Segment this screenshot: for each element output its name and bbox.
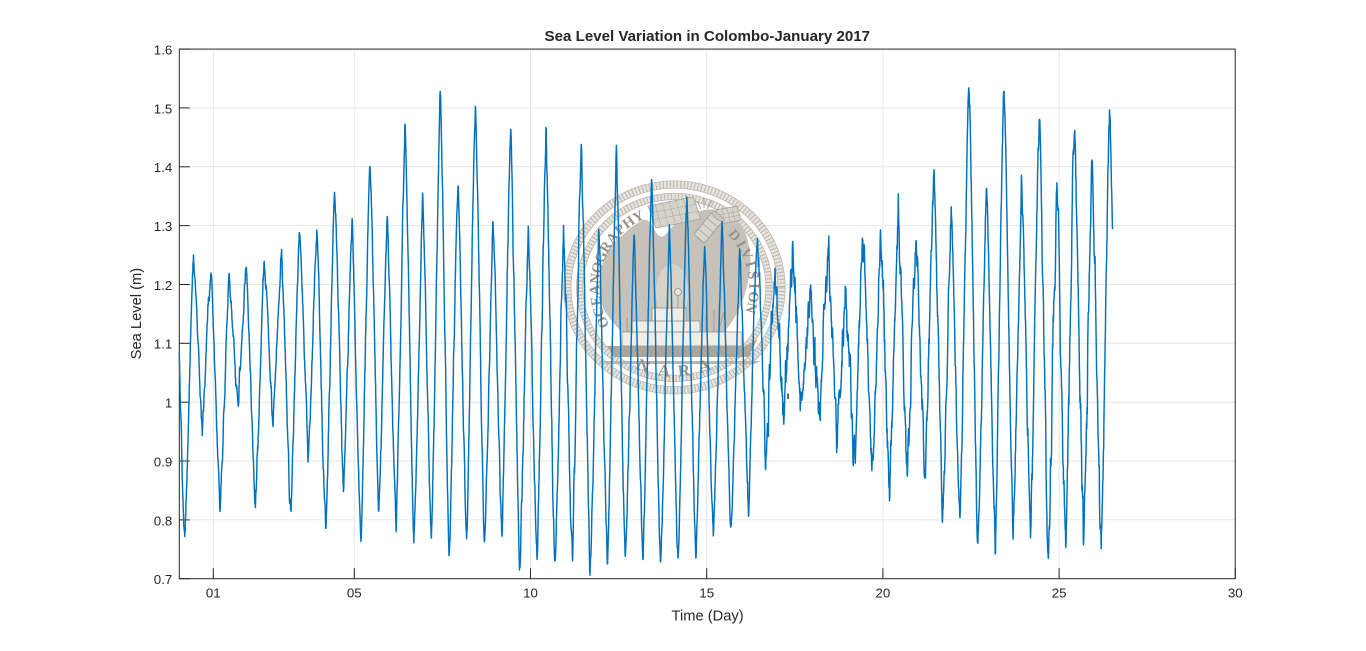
svg-text:0.8: 0.8 (154, 513, 173, 528)
svg-text:Sea Level Variation in Colombo: Sea Level Variation in Colombo-January 2… (545, 28, 870, 45)
svg-text:1.2: 1.2 (154, 278, 173, 293)
svg-text:G: G (592, 249, 611, 266)
svg-text:Time (Day): Time (Day) (672, 609, 744, 625)
svg-text:1.6: 1.6 (154, 43, 173, 58)
svg-text:S: S (744, 270, 761, 280)
svg-text:1.3: 1.3 (154, 219, 173, 234)
svg-text:R: R (677, 360, 692, 380)
svg-text:25: 25 (1052, 586, 1067, 601)
svg-text:1.1: 1.1 (154, 337, 173, 352)
svg-text:05: 05 (347, 586, 362, 601)
svg-text:0.9: 0.9 (154, 454, 173, 469)
svg-text:I: I (741, 259, 758, 269)
svg-text:0.7: 0.7 (154, 572, 173, 587)
svg-text:01: 01 (206, 586, 221, 601)
svg-text:O: O (744, 290, 761, 303)
svg-text:Sea Level (m): Sea Level (m) (129, 268, 145, 359)
svg-text:I: I (745, 283, 761, 289)
svg-text:1.5: 1.5 (154, 101, 173, 116)
svg-text:N: N (741, 301, 759, 316)
svg-text:A: A (587, 284, 603, 295)
svg-text:1.4: 1.4 (154, 160, 173, 175)
svg-text:A: A (657, 360, 672, 380)
svg-text:1: 1 (165, 396, 172, 411)
svg-text:20: 20 (876, 586, 891, 601)
svg-text:15: 15 (699, 586, 714, 601)
svg-text:C: C (590, 304, 608, 319)
svg-text:30: 30 (1228, 586, 1243, 601)
svg-text:10: 10 (523, 586, 538, 601)
